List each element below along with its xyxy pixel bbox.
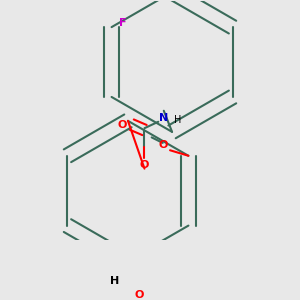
Text: H: H <box>110 276 120 286</box>
Text: N: N <box>159 113 168 123</box>
Text: O: O <box>140 160 149 170</box>
Text: O: O <box>158 140 167 150</box>
Text: F: F <box>119 18 126 28</box>
Text: O: O <box>134 290 144 300</box>
Text: H: H <box>174 115 181 125</box>
Text: O: O <box>118 119 127 130</box>
